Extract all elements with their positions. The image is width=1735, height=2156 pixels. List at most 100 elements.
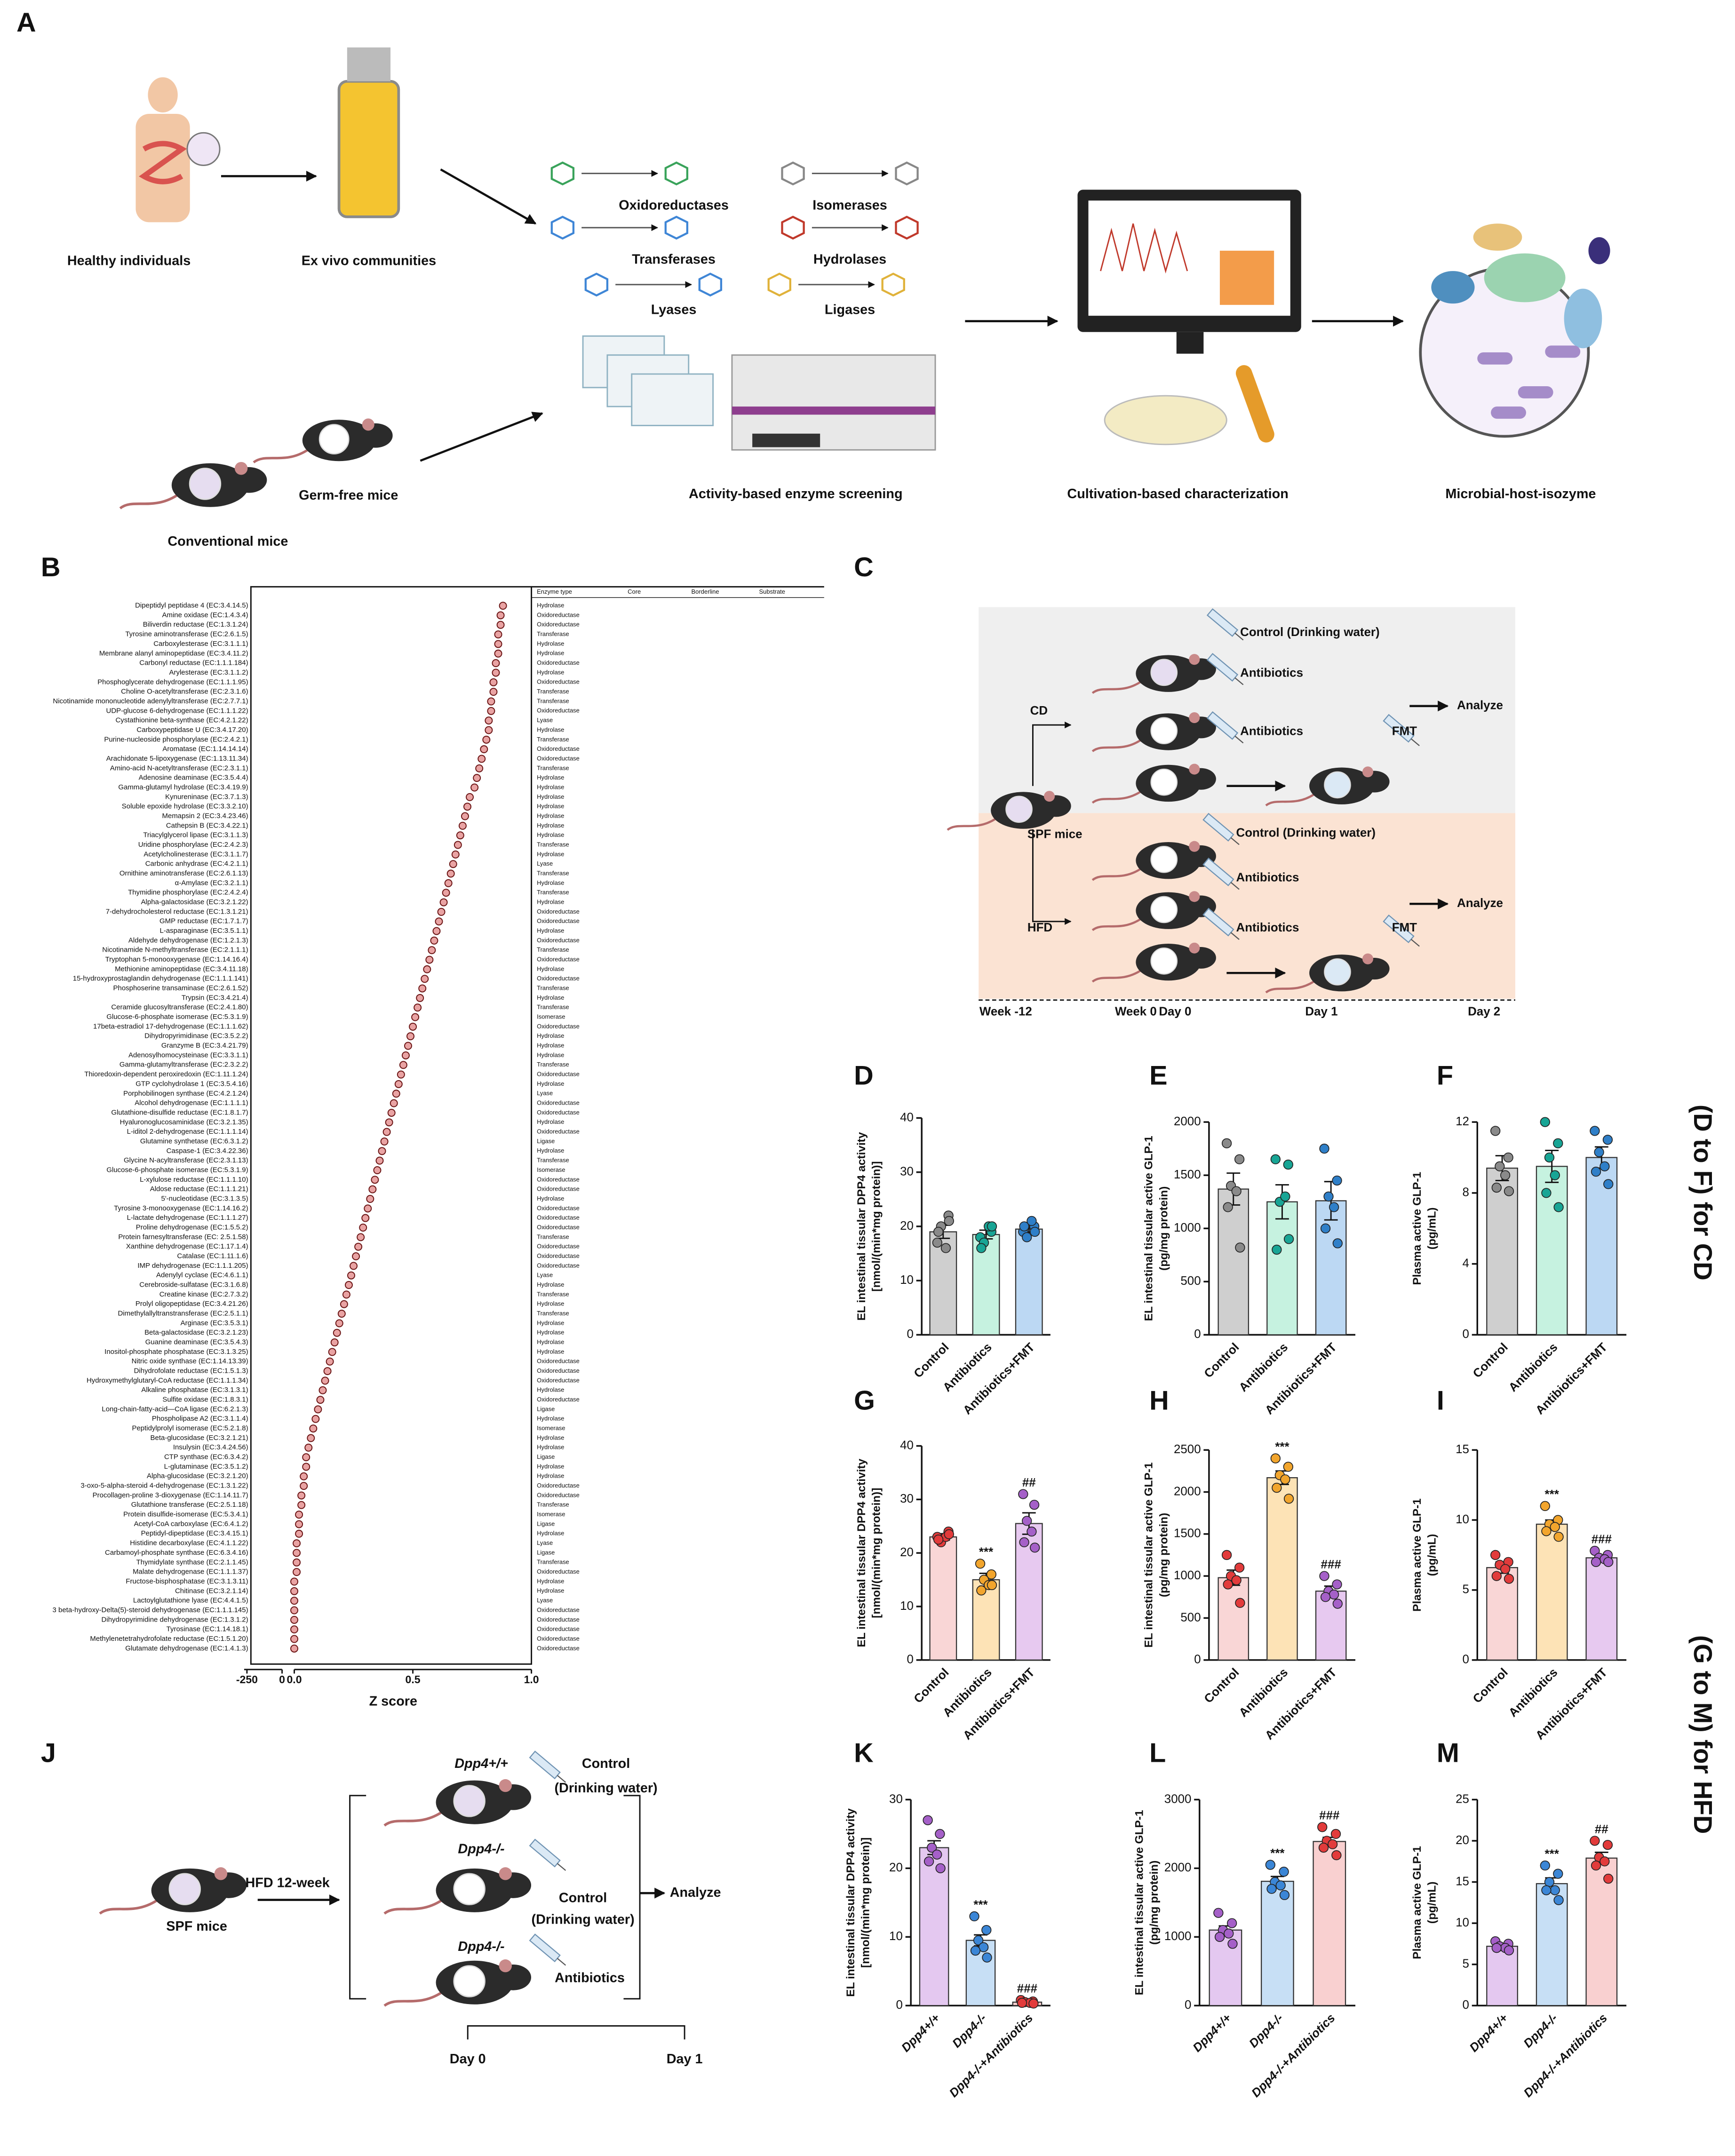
- dot: [314, 1405, 322, 1414]
- data-point: [975, 1559, 986, 1569]
- data-point: [1280, 1474, 1290, 1485]
- enzyme-type: Hydrolase: [537, 726, 564, 733]
- mouse-disc: [1324, 958, 1351, 986]
- arrow: [440, 168, 537, 225]
- y-axis-title: EL intestinal tissular active GLP-1: [1143, 1136, 1155, 1321]
- enzyme-type: Hydrolase: [537, 1319, 564, 1326]
- enzyme-type: Isomerase: [537, 1166, 565, 1173]
- mouse-ear: [362, 418, 374, 431]
- enzyme-type: Transferase: [537, 688, 569, 695]
- data-point: [981, 1925, 992, 1935]
- enzyme-type: Hydrolase: [537, 851, 564, 858]
- dot: [463, 803, 472, 811]
- bar: [1585, 1557, 1618, 1661]
- panel-label: D: [854, 1060, 874, 1090]
- panel-label: G: [854, 1386, 875, 1416]
- data-point: [982, 1952, 992, 1963]
- enzyme-name: UDP-glucose 6-dehydrogenase (EC:1.1.1.22…: [106, 707, 248, 715]
- mouse-illustration: [1091, 942, 1216, 983]
- x-tick-label: 0.0: [287, 1673, 302, 1686]
- syringe-needle: [1410, 939, 1420, 947]
- diagram-text: Dpp4-/-: [458, 1939, 504, 1954]
- enzyme-type: Hydrolase: [537, 1386, 564, 1393]
- dot: [494, 630, 502, 639]
- enzyme-name: Glucose-6-phosphate isomerase (EC:5.3.1.…: [106, 1013, 248, 1021]
- mouse-ear: [214, 1867, 228, 1880]
- data-point: [1500, 1170, 1511, 1180]
- data-point: [1504, 1574, 1514, 1584]
- syringe-barrel: [1206, 653, 1239, 682]
- significance: ###: [1592, 1533, 1612, 1546]
- syringe-needle: [1234, 632, 1244, 641]
- molecule-icon: [767, 272, 791, 297]
- y-tick-label: 20: [900, 1219, 914, 1233]
- enzyme-type: Hydrolase: [537, 1415, 564, 1422]
- mouse-tail: [1091, 791, 1141, 804]
- data-point: [940, 1243, 951, 1253]
- data-point: [1590, 1126, 1600, 1136]
- mouse-illustration: [383, 1779, 532, 1827]
- enzyme-name: Porphobilinogen synthase (EC:4.2.1.24): [123, 1090, 248, 1098]
- dot: [475, 764, 484, 772]
- panel-label: F: [1437, 1060, 1453, 1090]
- data-point: [1591, 1557, 1601, 1567]
- bar: [1536, 1883, 1568, 2006]
- significance: ***: [973, 1898, 988, 1911]
- data-point: [1030, 1226, 1040, 1237]
- mouse-illustration: [1265, 766, 1390, 807]
- enzyme-name: Beta-galactosidase (EC:3.2.1.23): [144, 1329, 248, 1337]
- enzyme-type: Hydrolase: [537, 1147, 564, 1154]
- enzyme-name: Protein farnesyltransferase (EC: 2.5.1.5…: [118, 1233, 248, 1241]
- data-point: [1491, 1943, 1502, 1953]
- data-point: [1550, 1522, 1560, 1532]
- y-tick-label: 0: [1194, 1653, 1201, 1666]
- x-tick-label: Control: [1202, 1666, 1242, 1706]
- syringe-barrel: [529, 1933, 561, 1963]
- enzyme-type: Lyase: [537, 1539, 553, 1546]
- enzyme-name: 5'-nucleotidase (EC:3.1.3.5): [161, 1194, 248, 1202]
- diagram-text: Microbial-host-isozyme: [1445, 486, 1596, 501]
- mouse-tail: [1091, 868, 1141, 881]
- y-axis-title: EL intestinal tissular DPP4 activity: [855, 1132, 868, 1321]
- enzyme-type: Hydrolase: [537, 1032, 564, 1039]
- diagram-text: SPF mice: [1027, 827, 1082, 841]
- data-point: [1029, 1500, 1040, 1510]
- enzyme-name: Phosphoserine transaminase (EC:2.6.1.52): [113, 984, 248, 992]
- panel-label: K: [854, 1738, 874, 1768]
- enzyme-name: Dimethylallyltranstransferase (EC:2.5.1.…: [118, 1310, 248, 1318]
- syringe-needle: [1230, 882, 1240, 890]
- data-point: [1603, 1179, 1614, 1189]
- data-point: [1235, 1242, 1245, 1253]
- mouse-illustration: [947, 791, 1071, 831]
- data-point: [1022, 1516, 1032, 1526]
- diagram-text: SPF mice: [166, 1919, 227, 1934]
- y-tick-label: 20: [900, 1546, 914, 1559]
- enzyme-name: 7-dehydrocholesterol reductase (EC:1.3.1…: [106, 907, 248, 915]
- molecule-icon: [781, 215, 805, 240]
- dot: [444, 879, 453, 887]
- y-axis-title: Plasma active GLP-1: [1411, 1172, 1424, 1285]
- syringe-needle: [1410, 738, 1420, 747]
- data-point: [1318, 1842, 1329, 1853]
- bar: [1315, 1591, 1347, 1661]
- dot: [454, 841, 462, 849]
- y-axis-title: (pg/mL): [1426, 1207, 1439, 1249]
- enzyme-type: Hydrolase: [537, 879, 564, 886]
- enzyme-type: Transferase: [537, 1233, 569, 1240]
- dot: [290, 1644, 299, 1653]
- dot: [316, 1396, 325, 1404]
- dot: [311, 1415, 320, 1423]
- x-tick-label: Antibiotics: [1237, 1666, 1290, 1719]
- bioreactor-top: [347, 47, 391, 81]
- enzyme-name: 15-hydroxyprostaglandin dehydrogenase (E…: [73, 975, 248, 983]
- data-point: [969, 1911, 979, 1922]
- enzyme-type: Lyase: [537, 1090, 553, 1097]
- enzyme-name: Memapsin 2 (EC:3.4.23.46): [162, 812, 248, 820]
- dot: [439, 898, 448, 907]
- enzyme-type: Oxidoreductase: [537, 937, 580, 944]
- enzyme-name: Glutathione-disulfide reductase (EC:1.8.…: [111, 1108, 248, 1116]
- data-point: [1503, 1152, 1513, 1163]
- x-tick-label: Antibiotics: [1506, 1666, 1560, 1719]
- monitor-stand: [1176, 332, 1204, 354]
